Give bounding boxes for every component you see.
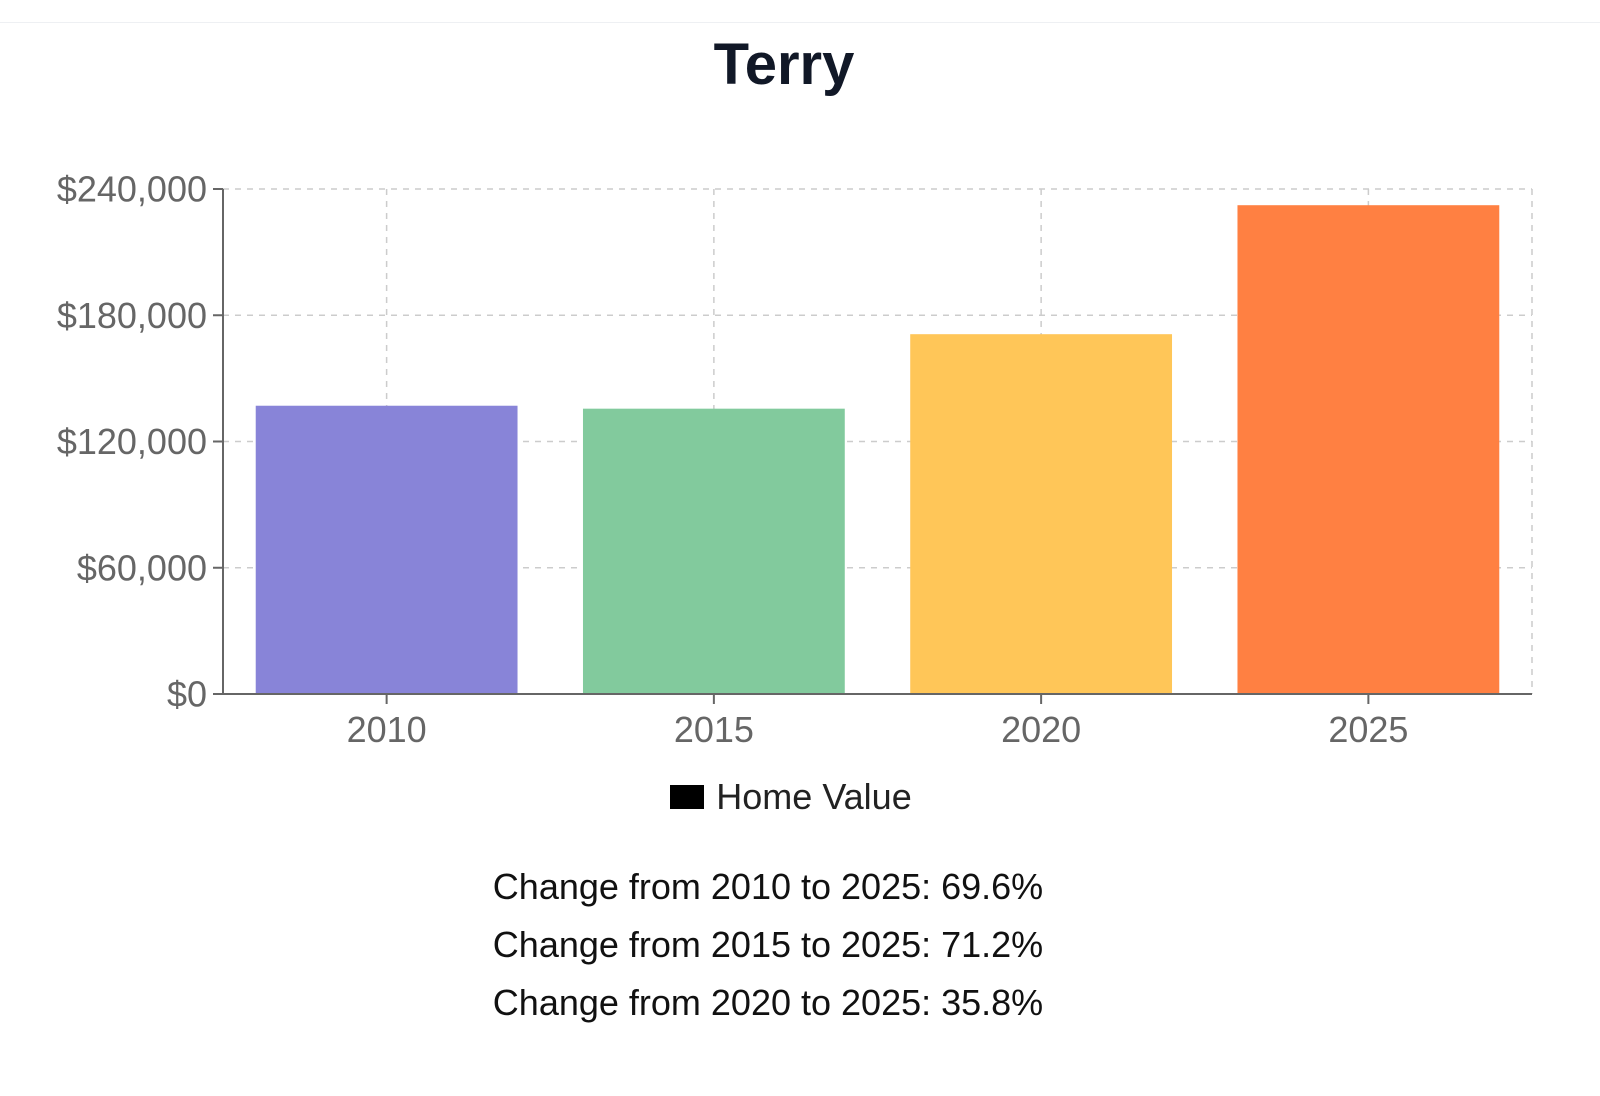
y-tick-label: $180,000	[57, 295, 207, 336]
top-divider	[0, 22, 1600, 23]
x-tick-label: 2020	[1001, 709, 1081, 750]
legend-swatch	[670, 785, 705, 809]
bar-2015	[582, 408, 845, 694]
bar-layer	[255, 205, 1500, 694]
change-line-2020: Change from 2020 to 2025: 35.8%	[492, 982, 1044, 1023]
y-tick-label: $240,000	[57, 169, 207, 210]
change-line-2015: Change from 2015 to 2025: 71.2%	[492, 924, 1044, 965]
bar-2010	[255, 405, 518, 694]
y-tick-label: $0	[167, 674, 207, 715]
change-line-2010: Change from 2010 to 2025: 69.6%	[492, 866, 1044, 907]
x-tick-label: 2010	[347, 709, 427, 750]
change-summary: Change from 2010 to 2025: 69.6% Change f…	[0, 862, 1536, 1036]
y-tick-label: $120,000	[57, 421, 207, 462]
x-tick-label: 2025	[1328, 709, 1408, 750]
bar-2020	[910, 334, 1173, 694]
chart-title: Terry	[713, 32, 855, 97]
legend: Home Value	[0, 776, 1582, 818]
y-tick-label: $60,000	[77, 547, 207, 588]
bar-2025	[1237, 205, 1500, 694]
x-tick-label: 2015	[674, 709, 754, 750]
legend-label: Home Value	[716, 776, 912, 817]
axis-layer: $0 $60,000 $120,000 $180,000 $240,000 2010 201…	[57, 169, 1532, 750]
bar-chart: $0 $60,000 $120,000 $180,000 $240,000 2010 201…	[57, 169, 1533, 750]
